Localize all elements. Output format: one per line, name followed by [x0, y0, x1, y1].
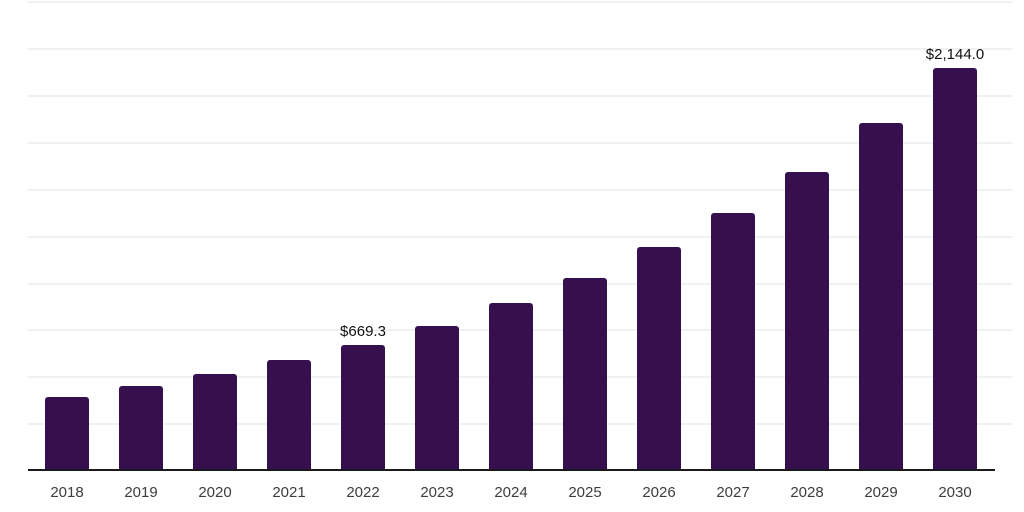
bar-2023 — [415, 326, 459, 470]
x-tick-label-2028: 2028 — [790, 484, 824, 501]
bar-2020 — [193, 374, 237, 470]
x-tick-label-2029: 2029 — [864, 484, 898, 501]
gridline — [28, 283, 1012, 285]
bar-2028 — [785, 172, 829, 470]
x-tick-label-2020: 2020 — [198, 484, 232, 501]
bar-2029 — [859, 123, 903, 470]
bar-2025 — [563, 278, 607, 470]
x-tick-label-2025: 2025 — [568, 484, 602, 501]
bar-2018 — [45, 397, 89, 470]
x-tick-label-2024: 2024 — [494, 484, 528, 501]
x-tick-label-2027: 2027 — [716, 484, 750, 501]
bar-2026 — [637, 247, 681, 470]
x-tick-label-2018: 2018 — [50, 484, 84, 501]
x-tick-label-2021: 2021 — [272, 484, 306, 501]
bar-2027 — [711, 213, 755, 470]
gridline — [28, 1, 1012, 3]
x-tick-label-2019: 2019 — [124, 484, 158, 501]
bar-2030 — [933, 68, 977, 470]
gridline — [28, 189, 1012, 191]
x-axis-line — [28, 469, 995, 471]
x-tick-label-2030: 2030 — [938, 484, 972, 501]
bar-2022 — [341, 345, 385, 470]
x-tick-label-2023: 2023 — [420, 484, 454, 501]
bar-2021 — [267, 360, 311, 470]
x-tick-label-2026: 2026 — [642, 484, 676, 501]
x-tick-label-2022: 2022 — [346, 484, 380, 501]
bar-2019 — [119, 386, 163, 470]
gridline — [28, 236, 1012, 238]
bar-value-label-2030: $2,144.0 — [925, 46, 985, 63]
gridline — [28, 142, 1012, 144]
gridline — [28, 95, 1012, 97]
gridline — [28, 48, 1012, 50]
bar-value-label-2022: $669.3 — [340, 323, 386, 340]
bar-2024 — [489, 303, 533, 470]
